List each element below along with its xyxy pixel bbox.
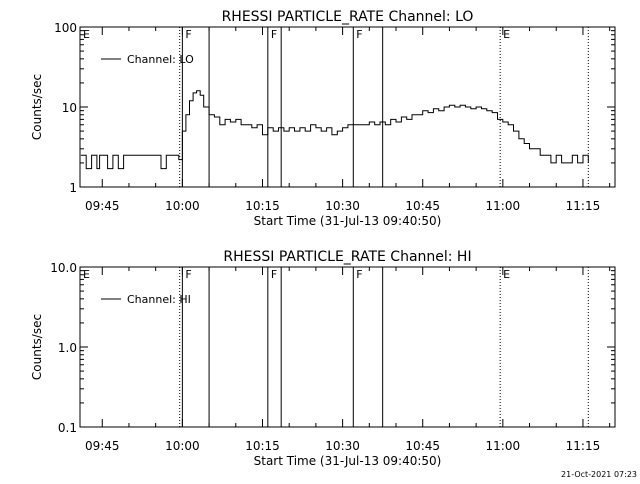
chart-title-lo: RHESSI PARTICLE_RATE Channel: LO	[222, 9, 474, 25]
flag-label-hi: E	[83, 268, 90, 281]
x-tick-label-hi: 10:15	[245, 439, 280, 453]
x-tick-label-hi: 09:45	[85, 439, 120, 453]
x-tick-label-hi: 10:45	[405, 439, 440, 453]
series-line-lo-0	[80, 90, 589, 170]
x-tick-label-lo: 09:45	[85, 199, 120, 213]
y-tick-label-lo: 100	[54, 21, 77, 35]
x-tick-label-hi: 10:00	[165, 439, 200, 453]
flag-label-lo: F	[185, 28, 191, 41]
x-tick-label-lo: 11:00	[486, 199, 521, 213]
flag-label-lo: F	[356, 28, 362, 41]
chart-title-hi: RHESSI PARTICLE_RATE Channel: HI	[223, 249, 471, 265]
x-tick-label-hi: 10:30	[325, 439, 360, 453]
footer-timestamp: 21-Oct-2021 07:23	[561, 470, 637, 479]
panel-lo: RHESSI PARTICLE_RATE Channel: LO Counts/s…	[30, 9, 616, 228]
flag-label-lo: E	[83, 28, 90, 41]
x-tick-label-hi: 11:15	[566, 439, 601, 453]
x-axis-label-lo: Start Time (31-Jul-13 09:40:50)	[254, 214, 442, 228]
y-tick-label-hi: 10.0	[50, 261, 77, 275]
y-tick-label-hi: 1.0	[58, 341, 77, 355]
legend-label-lo: Channel: LO	[127, 53, 194, 66]
y-tick-label-lo: 10	[62, 101, 77, 115]
x-tick-label-lo: 10:00	[165, 199, 200, 213]
x-tick-label-lo: 11:15	[566, 199, 601, 213]
panel-hi: RHESSI PARTICLE_RATE Channel: HI Counts/s…	[30, 249, 616, 468]
y-tick-label-lo: 1	[69, 181, 77, 195]
flag-label-hi: E	[503, 268, 510, 281]
x-tick-label-lo: 10:15	[245, 199, 280, 213]
x-tick-label-lo: 10:45	[405, 199, 440, 213]
y-tick-label-hi: 0.1	[58, 421, 77, 435]
flag-label-hi: F	[185, 268, 191, 281]
flag-label-lo: F	[271, 28, 277, 41]
legend-label-hi: Channel: HI	[127, 293, 191, 306]
y-axis-label-lo: Counts/sec	[30, 74, 44, 140]
x-tick-label-hi: 11:00	[486, 439, 521, 453]
flag-label-hi: F	[356, 268, 362, 281]
flag-label-hi: F	[271, 268, 277, 281]
x-tick-label-lo: 10:30	[325, 199, 360, 213]
x-axis-label-hi: Start Time (31-Jul-13 09:40:50)	[254, 454, 442, 468]
flag-label-lo: E	[503, 28, 510, 41]
y-axis-label-hi: Counts/sec	[30, 314, 44, 380]
